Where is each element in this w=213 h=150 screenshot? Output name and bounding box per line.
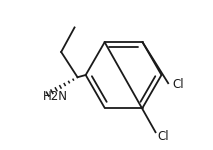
Text: H2N: H2N — [43, 90, 68, 103]
Text: Cl: Cl — [158, 130, 169, 143]
Text: Cl: Cl — [173, 78, 184, 91]
